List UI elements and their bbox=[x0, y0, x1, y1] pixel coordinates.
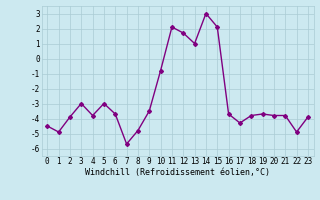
X-axis label: Windchill (Refroidissement éolien,°C): Windchill (Refroidissement éolien,°C) bbox=[85, 168, 270, 177]
